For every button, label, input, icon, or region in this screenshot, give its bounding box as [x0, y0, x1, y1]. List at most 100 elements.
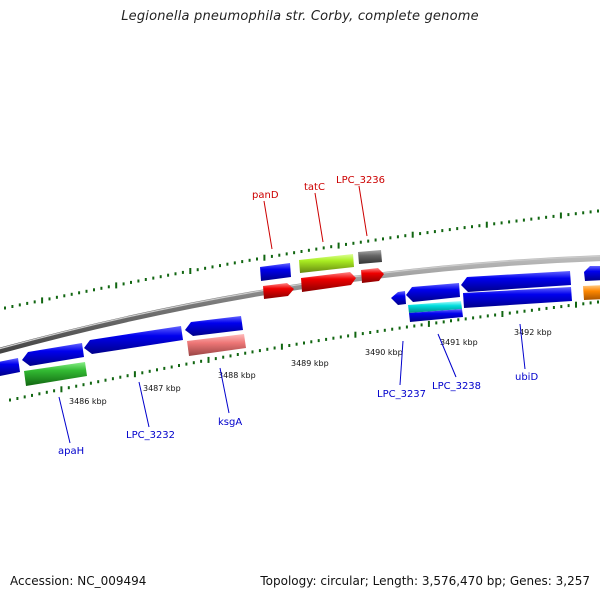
minor-tick	[560, 305, 563, 309]
gene-arrow-ubiD[interactable]	[461, 271, 571, 292]
scale-ticks-inner	[9, 300, 599, 402]
minor-tick	[382, 237, 384, 241]
minor-tick	[185, 362, 188, 366]
minor-tick	[214, 357, 217, 361]
minor-tick	[53, 389, 56, 393]
minor-tick	[89, 381, 92, 385]
minor-tick	[181, 270, 184, 274]
minor-tick	[141, 371, 144, 375]
gene-arrow-reverse-3[interactable]	[185, 316, 243, 336]
feature-red-LPC_3236[interactable]	[361, 268, 384, 283]
minor-tick	[119, 375, 122, 379]
minor-tick	[545, 306, 548, 310]
minor-tick	[597, 300, 599, 304]
outer-leader-lines	[263, 185, 368, 250]
feature-orange-right-edge[interactable]	[583, 285, 600, 300]
inner-feature-track	[0, 266, 600, 386]
gene-arrow-LPC_3238[interactable]	[406, 283, 460, 302]
major-tick	[189, 268, 192, 274]
gene-label-LPC_3236[interactable]: LPC_3236	[336, 175, 385, 186]
minor-tick	[152, 276, 155, 280]
gene-label-LPC_3237[interactable]: LPC_3237	[377, 389, 426, 400]
gene-arrow-left-edge[interactable]	[0, 358, 20, 376]
map-title: Legionella pneumophila str. Corby, compl…	[121, 9, 479, 24]
minor-tick	[383, 328, 386, 332]
accession-label: Accession: NC_009494	[10, 574, 147, 588]
minor-tick	[196, 268, 199, 272]
major-tick	[354, 331, 357, 338]
minor-tick	[500, 221, 503, 225]
gene-label-LPC_3232[interactable]: LPC_3232	[126, 430, 175, 441]
scale-label: 3486 kbp	[69, 397, 107, 406]
minor-tick	[478, 224, 481, 228]
minor-tick	[295, 342, 298, 346]
feature-green-apaH[interactable]	[24, 362, 87, 386]
minor-tick	[104, 378, 107, 382]
minor-tick	[538, 307, 541, 311]
genome-backbone	[0, 255, 600, 354]
minor-tick	[463, 226, 466, 230]
minor-tick	[204, 266, 207, 270]
inner-gene-labels: apaH LPC_3232 ksgA LPC_3237 LPC_3238 ubi…	[58, 372, 538, 457]
gene-label-LPC_3238[interactable]: LPC_3238	[432, 381, 481, 392]
minor-tick	[63, 294, 66, 298]
minor-tick	[48, 297, 51, 301]
minor-tick	[516, 310, 519, 314]
minor-tick	[567, 304, 570, 308]
minor-tick	[315, 247, 318, 251]
minor-tick	[31, 393, 33, 397]
gene-arrow-right-edge[interactable]	[584, 266, 600, 281]
minor-tick	[322, 246, 325, 250]
gene-label-panD[interactable]: panD	[252, 190, 279, 201]
minor-tick	[332, 336, 335, 340]
gene-arrow-tatC-lime[interactable]	[299, 254, 354, 273]
gene-arrow-reverse-1[interactable]	[22, 343, 84, 366]
minor-tick	[589, 301, 592, 305]
minor-tick	[70, 292, 73, 296]
minor-tick	[367, 239, 370, 243]
minor-tick	[144, 278, 147, 281]
gene-label-ubiD[interactable]: ubiD	[515, 372, 538, 383]
feature-red-panD[interactable]	[263, 283, 294, 299]
minor-tick	[389, 236, 392, 240]
minor-tick	[433, 230, 436, 234]
minor-tick	[359, 240, 362, 244]
gene-arrow-panD-blue[interactable]	[260, 263, 291, 281]
scale-label: 3488 kbp	[218, 371, 256, 380]
gene-arrow-LPC_3237[interactable]	[391, 291, 406, 305]
feature-blue-LPC_3238[interactable]	[409, 309, 463, 322]
gene-label-ksgA[interactable]: ksgA	[218, 417, 242, 428]
minor-tick	[67, 386, 70, 390]
minor-tick	[285, 252, 288, 256]
minor-tick	[16, 397, 19, 400]
scale-label: 3491 kbp	[440, 338, 478, 347]
major-tick	[501, 311, 504, 317]
major-tick	[207, 356, 210, 363]
minor-tick	[126, 374, 129, 378]
gene-label-apaH[interactable]: apaH	[58, 446, 84, 457]
minor-tick	[307, 248, 310, 252]
gene-arrow-reverse-2[interactable]	[84, 326, 183, 354]
minor-tick	[448, 228, 451, 232]
feature-blue-ubiD[interactable]	[463, 287, 572, 308]
scale-label: 3492 kbp	[514, 328, 552, 337]
minor-tick	[248, 258, 251, 262]
feature-pink-ksgA[interactable]	[187, 334, 246, 356]
minor-tick	[78, 291, 81, 295]
minor-tick	[442, 320, 445, 324]
gene-arrow-LPC_3236-gray[interactable]	[358, 250, 382, 264]
minor-tick	[582, 302, 585, 306]
genome-summary-label: Topology: circular; Length: 3,576,470 bp…	[260, 574, 590, 588]
scale-ticks-outer	[4, 209, 599, 310]
feature-cyan-LPC_3238[interactable]	[408, 301, 462, 313]
minor-tick	[192, 361, 195, 365]
minor-tick	[273, 346, 276, 350]
minor-tick	[300, 250, 303, 253]
minor-tick	[330, 245, 333, 249]
minor-tick	[515, 219, 518, 223]
gene-label-tatC[interactable]: tatC	[304, 182, 325, 193]
feature-red-tatC[interactable]	[301, 272, 356, 292]
minor-tick	[493, 222, 496, 226]
minor-tick	[545, 215, 548, 219]
